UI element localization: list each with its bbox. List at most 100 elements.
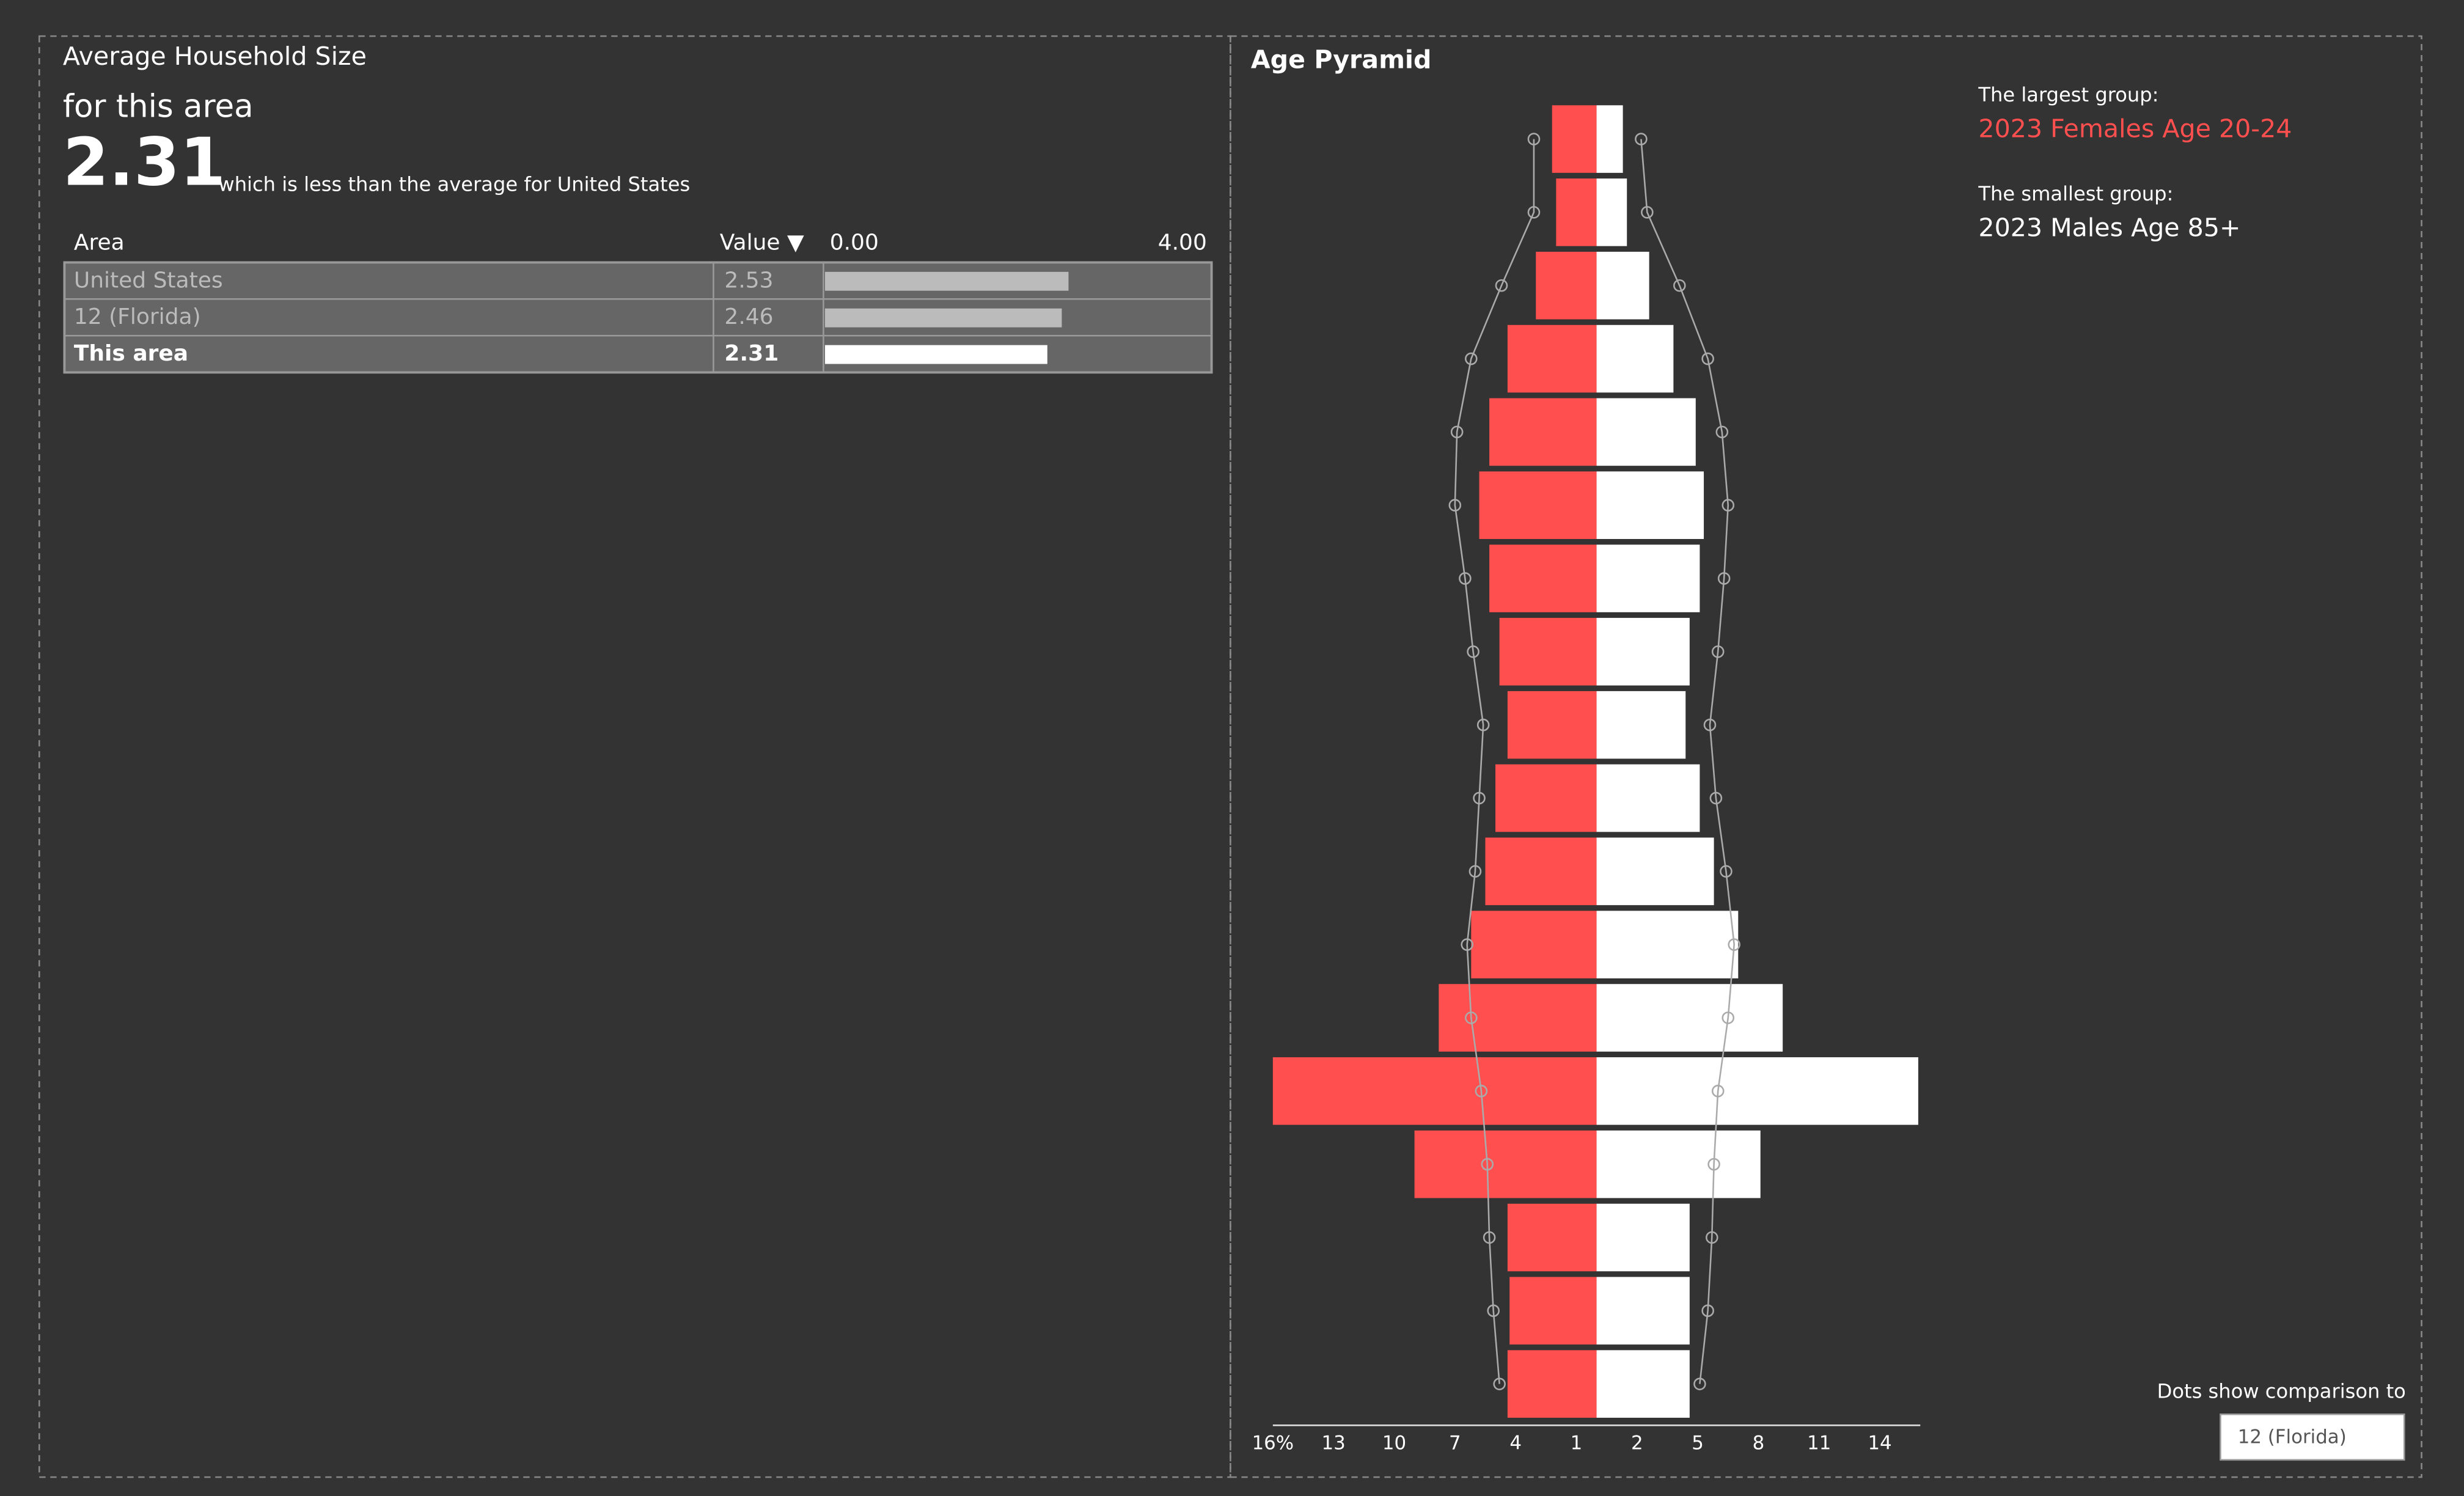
pyramid-bar [1596, 544, 1700, 612]
pyramid-bar [1485, 837, 1597, 906]
column-header[interactable]: Value ▼ [720, 230, 804, 255]
x-tick-label: 7 [1449, 1432, 1461, 1454]
comparison-dot [1469, 865, 1482, 878]
comparison-dot [1701, 1304, 1714, 1318]
pyramid-bar [1596, 764, 1700, 832]
pyramid-bar [1596, 691, 1686, 759]
pyramid-bar [1272, 1057, 1597, 1125]
comparison-dot [1722, 499, 1735, 512]
x-tick-label: 2 [1631, 1432, 1643, 1454]
value-bar [825, 271, 1069, 291]
value-bar [825, 308, 1062, 328]
pyramid-bar [1439, 984, 1597, 1052]
panel-border [1230, 35, 2422, 1478]
comparison-line [1454, 139, 1535, 1384]
x-tick-label: 14 [1868, 1432, 1891, 1454]
x-tick-label: 10 [1382, 1432, 1406, 1454]
comparison-dot [1487, 1304, 1500, 1318]
panel-border [38, 35, 1231, 1478]
value-bar [825, 345, 1047, 364]
pyramid-bar [1471, 911, 1597, 978]
area-name: This area [74, 341, 188, 366]
pyramid-bar [1479, 471, 1597, 539]
pyramid-bar [1596, 1130, 1761, 1198]
comparison-dot [1709, 791, 1723, 805]
comparison-dot [1465, 352, 1478, 365]
comparison-dot [1722, 1011, 1735, 1024]
x-tick-label: 5 [1692, 1432, 1704, 1454]
smallest-value: 2023 Males Age 85+ [1978, 213, 2240, 242]
pyramid-bar [1596, 618, 1690, 686]
x-tick-label: 13 [1322, 1432, 1346, 1454]
comparison-select[interactable] [2220, 1414, 2405, 1461]
pyramid-bar [1596, 911, 1739, 978]
comparison-dot [1711, 645, 1725, 658]
x-tick-label: 16% [1252, 1432, 1294, 1454]
comparison-dot [1703, 718, 1717, 732]
pyramid-bar [1596, 1057, 1918, 1125]
subtitle: for this area [63, 88, 254, 125]
pyramid: 16% 13 10 7 4 1 2 5 8 11 14 [1252, 105, 1918, 1454]
comparison-dot [1728, 938, 1740, 951]
comparison-dot [1459, 572, 1472, 585]
area-value: 2.31 [724, 341, 779, 366]
area-value: 2.46 [724, 304, 773, 329]
pyramid-bar [1507, 1203, 1597, 1272]
comparison-dot [1715, 425, 1729, 439]
comparison-label: Dots show comparison to [2157, 1379, 2406, 1402]
comparison-dot [1473, 791, 1486, 805]
pyramid-bar [1556, 178, 1597, 246]
pyramid-bar [1489, 398, 1597, 466]
pyramid-bar [1414, 1130, 1597, 1198]
pyramid-bar [1596, 178, 1627, 246]
comparison-dot [1673, 279, 1686, 292]
comparison-select-text[interactable]: 12 (Florida) [2238, 1426, 2347, 1448]
comparison-dot [1461, 938, 1473, 951]
pyramid-bar [1509, 1277, 1597, 1345]
x-tick-label: 8 [1753, 1432, 1765, 1454]
comparison-dot [1707, 1157, 1720, 1171]
comparison-dot [1476, 718, 1490, 732]
axis-label: 4.00 [1158, 230, 1207, 255]
area-name: United States [74, 268, 223, 293]
pyramid-bar [1596, 398, 1696, 466]
pyramid-bar [1489, 544, 1597, 612]
comparison-dot [1527, 133, 1541, 145]
pyramid-bar [1596, 1350, 1690, 1418]
comparison-dot [1483, 1231, 1496, 1244]
pyramid-bar [1507, 1350, 1597, 1418]
table: United States 2.53 12 (Florida) 2.46 This ar… [63, 261, 1213, 374]
comparison-dot [1448, 499, 1462, 512]
comparison-dot [1717, 572, 1731, 585]
pyramid-bar [1536, 251, 1597, 320]
big-value: 2.31 [63, 124, 226, 200]
pyramid-bar [1507, 324, 1597, 393]
comparison-dot [1475, 1085, 1488, 1098]
axis-label: 0.00 [830, 230, 879, 255]
comparison-dot [1701, 352, 1714, 365]
x-tick-label: 4 [1509, 1432, 1522, 1454]
comparison-dot [1641, 206, 1654, 219]
column-header: Area [74, 230, 125, 255]
comparison-dot [1495, 279, 1508, 292]
largest-value: 2023 Females Age 20-24 [1978, 114, 2292, 143]
area-name: 12 (Florida) [74, 304, 201, 329]
pyramid-bar [1596, 251, 1649, 320]
chart-title: Age Pyramid [1251, 45, 1432, 74]
pyramid-bar [1596, 105, 1623, 173]
comparison-dot [1711, 1085, 1725, 1098]
pyramid-bar [1596, 837, 1714, 906]
panel-title: Average Household Size [63, 42, 367, 71]
x-tick-label: 1 [1571, 1432, 1583, 1454]
comparison-text: which is less than the average for Unite… [218, 172, 690, 196]
smallest-label: The smallest group: [1978, 182, 2173, 205]
pyramid-bar [1596, 984, 1783, 1052]
x-tick-label: 11 [1807, 1432, 1831, 1454]
comparison-dot [1450, 425, 1464, 439]
pyramid-bar [1596, 471, 1704, 539]
comparison-dot [1493, 1377, 1506, 1390]
